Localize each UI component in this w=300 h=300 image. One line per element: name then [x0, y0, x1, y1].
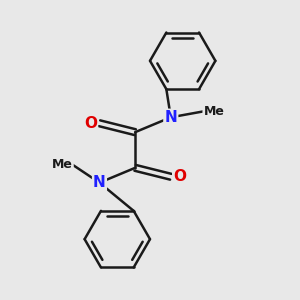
Text: N: N	[164, 110, 177, 125]
Text: Me: Me	[52, 158, 73, 171]
Text: O: O	[84, 116, 97, 131]
Text: N: N	[93, 175, 106, 190]
Text: O: O	[173, 169, 186, 184]
Text: Me: Me	[203, 105, 224, 118]
